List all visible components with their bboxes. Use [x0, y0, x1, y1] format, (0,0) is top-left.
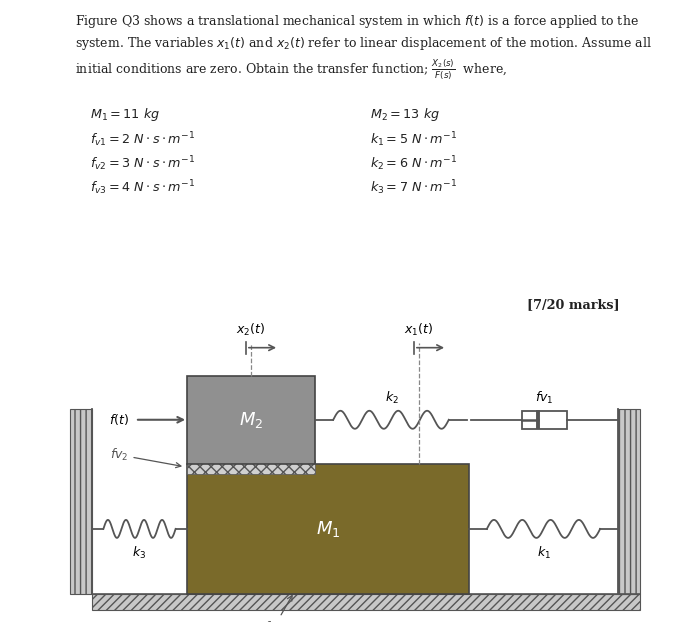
Text: $k_2$: $k_2$: [385, 389, 399, 406]
Text: $x_1(t)$: $x_1(t)$: [405, 322, 433, 338]
Text: Figure Q3 shows a translational mechanical system in which $f(t)$ is a force app: Figure Q3 shows a translational mechanic…: [75, 13, 639, 30]
Text: $fv_3$: $fv_3$: [264, 596, 292, 622]
Text: $fv_2$: $fv_2$: [110, 447, 181, 468]
Text: $k_2 = 6\ N \cdot m^{-1}$: $k_2 = 6\ N \cdot m^{-1}$: [370, 154, 457, 173]
Text: $x_2(t)$: $x_2(t)$: [237, 322, 265, 338]
Text: initial conditions are zero. Obtain the transfer function; $\frac{X_2(s)}{F(s)}$: initial conditions are zero. Obtain the …: [75, 57, 507, 81]
Text: [7/20 marks]: [7/20 marks]: [527, 299, 620, 311]
Text: $f_{v3} = 4\ N \cdot s \cdot m^{-1}$: $f_{v3} = 4\ N \cdot s \cdot m^{-1}$: [90, 178, 195, 197]
Text: $M_2$: $M_2$: [239, 410, 263, 430]
Text: $M_1$: $M_1$: [316, 519, 340, 539]
Text: $k_1$: $k_1$: [536, 545, 550, 561]
Bar: [187, 376, 315, 464]
Bar: [522, 411, 566, 429]
Bar: [187, 464, 469, 594]
Text: $M_2 = 13\ kg$: $M_2 = 13\ kg$: [370, 106, 440, 123]
Text: $k_1 = 5\ N \cdot m^{-1}$: $k_1 = 5\ N \cdot m^{-1}$: [370, 130, 457, 149]
Text: $k_3$: $k_3$: [132, 545, 146, 561]
Bar: [618, 409, 640, 594]
Bar: [187, 460, 315, 474]
Bar: [92, 594, 640, 610]
Text: $f_{v1} = 2\ N \cdot s \cdot m^{-1}$: $f_{v1} = 2\ N \cdot s \cdot m^{-1}$: [90, 130, 195, 149]
Text: $fv_1$: $fv_1$: [536, 389, 554, 406]
Text: $k_3 = 7\ N \cdot m^{-1}$: $k_3 = 7\ N \cdot m^{-1}$: [370, 178, 457, 197]
Text: system. The variables $x_1(t)$ and $x_2(t)$ refer to linear displacement of the : system. The variables $x_1(t)$ and $x_2(…: [75, 35, 652, 52]
Text: $f_{v2} = 3\ N \cdot s \cdot m^{-1}$: $f_{v2} = 3\ N \cdot s \cdot m^{-1}$: [90, 154, 195, 173]
Text: $M_1 = 11\ kg$: $M_1 = 11\ kg$: [90, 106, 160, 123]
Bar: [70, 409, 92, 594]
Text: $f(t)$: $f(t)$: [109, 412, 129, 427]
